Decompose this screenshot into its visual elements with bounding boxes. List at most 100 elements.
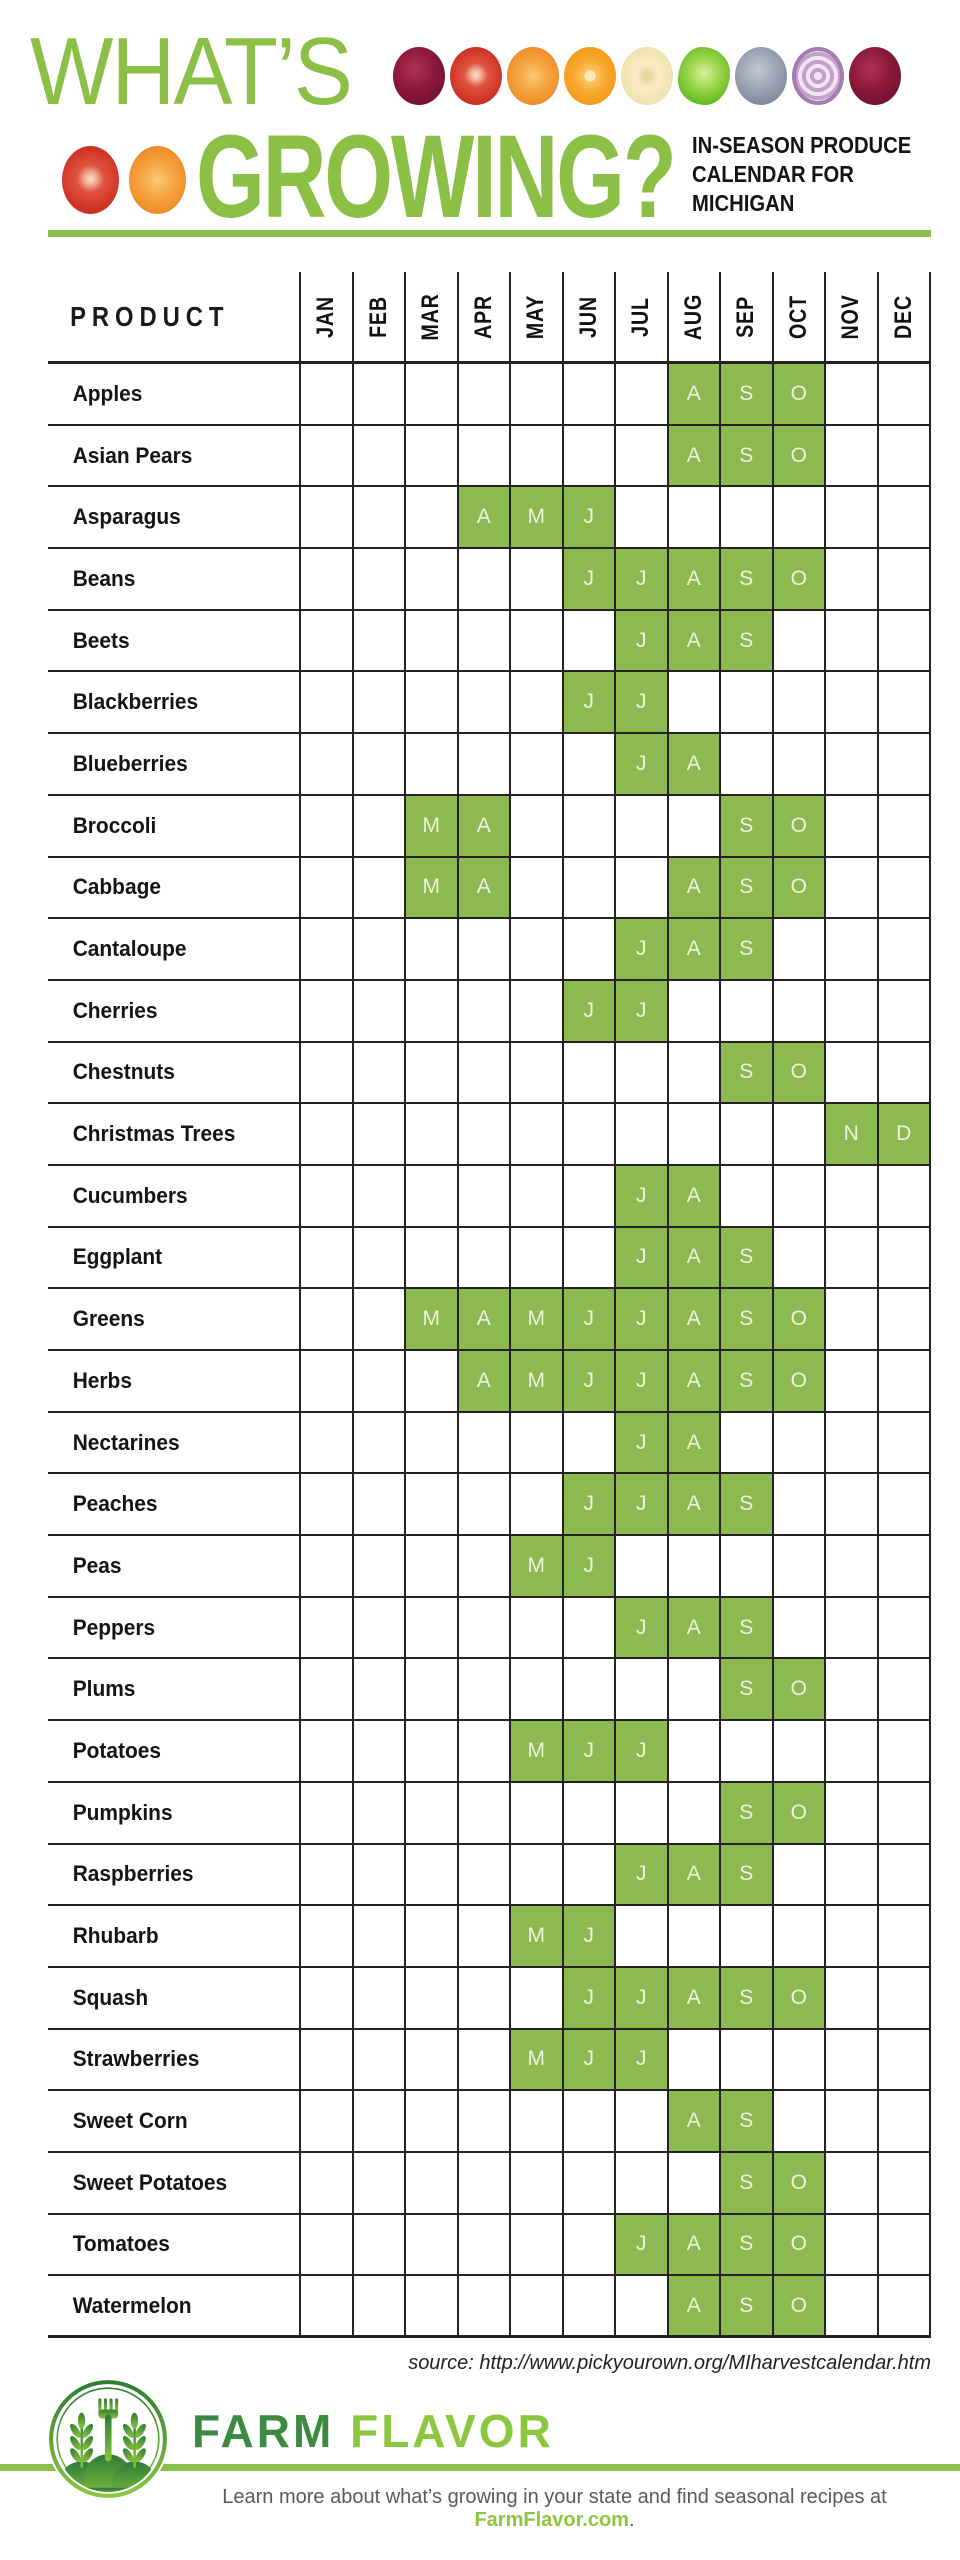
month-cell xyxy=(509,549,562,609)
month-cell xyxy=(299,1782,352,1843)
product-name-cell: Broccoli xyxy=(72,812,157,838)
month-cell xyxy=(561,2276,615,2335)
month-cell xyxy=(771,1536,825,1596)
month-cell xyxy=(614,1536,667,1596)
in-season-cell: A xyxy=(666,919,719,979)
subtitle-line-2: CALENDAR FOR xyxy=(692,160,854,187)
month-cell xyxy=(824,425,877,486)
month-cell xyxy=(771,919,825,979)
in-season-cell: A xyxy=(456,1289,509,1349)
month-cell xyxy=(824,487,877,548)
month-cell xyxy=(824,1597,877,1658)
month-label: NOV xyxy=(837,293,865,340)
month-cell xyxy=(561,2091,615,2151)
month-cell xyxy=(509,734,562,794)
month-cell xyxy=(561,1165,615,1226)
month-cell xyxy=(299,1042,352,1103)
product-name-cell: Beets xyxy=(72,627,130,653)
produce-photo-strip-left xyxy=(62,146,186,214)
table-row: Beans J J A S O xyxy=(48,549,931,611)
month-cell xyxy=(666,672,720,733)
in-season-cell: M xyxy=(509,487,562,548)
in-season-cell: S xyxy=(719,549,772,609)
in-season-cell: A xyxy=(666,2276,719,2335)
month-cell xyxy=(404,425,457,486)
month-cell xyxy=(824,364,877,424)
month-cell xyxy=(404,1536,457,1596)
month-cell xyxy=(561,1412,615,1473)
in-season-cell: S xyxy=(719,1227,772,1288)
table-header-row: PRODUCT JAN FEB MAR APR MAY JUN JUL AUG SEP OCT NO… xyxy=(48,272,931,364)
month-cell xyxy=(509,1412,562,1473)
in-season-cell: M xyxy=(509,1536,562,1596)
in-season-cell: J xyxy=(561,1536,614,1596)
produce-photo-strip-top xyxy=(393,47,901,105)
product-name-cell: Asparagus xyxy=(72,504,181,530)
month-cell xyxy=(876,610,931,671)
month-cell xyxy=(509,1104,562,1164)
banana-slice-icon xyxy=(621,47,673,105)
month-cell xyxy=(509,919,562,979)
month-cell xyxy=(876,425,931,486)
month-cell xyxy=(666,1721,720,1781)
month-cell xyxy=(876,1351,931,1411)
in-season-cell: O xyxy=(771,1782,824,1843)
month-cell xyxy=(456,2214,510,2275)
month-cell xyxy=(509,1042,562,1103)
in-season-cell: J xyxy=(614,1289,667,1349)
month-cell xyxy=(456,425,510,486)
month-cell xyxy=(614,425,667,486)
month-cell xyxy=(404,672,457,733)
month-cell xyxy=(509,2276,562,2335)
month-cell xyxy=(876,2152,931,2213)
product-name-cell: Cantaloupe xyxy=(72,936,187,962)
in-season-cell: J xyxy=(561,487,614,548)
product-name-cell: Watermelon xyxy=(72,2292,192,2318)
footer-divider xyxy=(0,2464,960,2471)
month-cell xyxy=(404,1659,457,1720)
month-cell xyxy=(404,1782,457,1843)
month-column-header: NOV xyxy=(824,272,877,361)
table-row: Potatoes M J J xyxy=(48,1721,931,1783)
in-season-cell: J xyxy=(614,549,667,609)
in-season-cell: S xyxy=(719,1474,772,1535)
in-season-cell: A xyxy=(666,1474,719,1535)
in-season-cell: M xyxy=(509,1721,562,1781)
in-season-cell: A xyxy=(456,1351,509,1411)
month-cell xyxy=(876,795,931,856)
month-column-header: JUL xyxy=(614,272,667,361)
month-cell xyxy=(824,2091,877,2151)
month-cell xyxy=(824,1351,877,1411)
month-cell xyxy=(299,1597,352,1658)
in-season-cell: S xyxy=(719,1844,772,1905)
month-cell xyxy=(771,672,825,733)
in-season-cell: A xyxy=(456,857,509,918)
in-season-cell: S xyxy=(719,1351,772,1411)
month-cell xyxy=(824,734,877,794)
month-cell xyxy=(824,2214,877,2275)
title-growing: GROWING? xyxy=(196,111,677,243)
month-cell xyxy=(299,2152,352,2213)
month-cell xyxy=(561,1227,615,1288)
table-row: Chestnuts S O xyxy=(48,1042,931,1105)
month-cell xyxy=(876,1597,931,1658)
product-name-cell: Rhubarb xyxy=(72,1923,159,1949)
month-cell xyxy=(771,1844,825,1905)
month-cell xyxy=(299,1721,352,1781)
gray-onion-icon xyxy=(735,47,787,105)
month-label: JAN xyxy=(312,295,340,338)
in-season-cell: S xyxy=(719,2276,772,2335)
in-season-cell: S xyxy=(719,1042,772,1103)
month-cell xyxy=(876,734,931,794)
month-cell xyxy=(771,1227,825,1288)
month-cell xyxy=(456,1659,510,1720)
month-cell xyxy=(351,1165,405,1226)
in-season-cell: M xyxy=(509,1289,562,1349)
month-cell xyxy=(456,1721,510,1781)
month-cell xyxy=(299,2276,352,2335)
month-cell xyxy=(509,1597,562,1658)
farmflavor-link[interactable]: FarmFlavor.com xyxy=(474,2509,629,2531)
product-name-cell: Apples xyxy=(72,380,143,406)
table-row: Sweet Potatoes S O xyxy=(48,2152,931,2215)
